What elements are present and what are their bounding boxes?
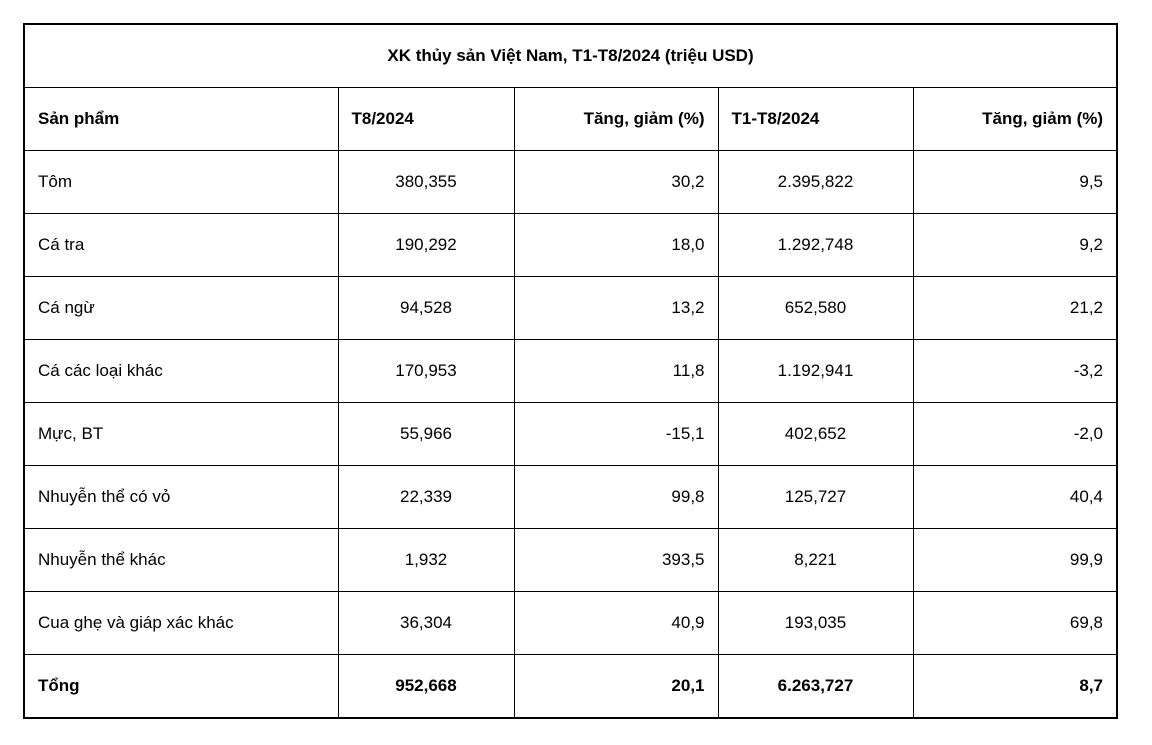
column-header-change-month: Tăng, giảm (%): [513, 87, 719, 151]
cell-month-value: 170,953: [337, 339, 515, 403]
seafood-export-table: XK thủy sản Việt Nam, T1-T8/2024 (triệu …: [23, 23, 1119, 719]
cell-cumulative-value: 1.292,748: [717, 213, 914, 277]
table-title: XK thủy sản Việt Nam, T1-T8/2024 (triệu …: [23, 23, 1118, 88]
table-row-ca-cac-loai-khac: Cá các loại khác 170,953 11,8 1.192,941 …: [23, 339, 1118, 403]
cell-cumulative-value: 2.395,822: [717, 150, 914, 214]
cell-product: Tôm: [23, 150, 339, 214]
cell-cumulative-value: 652,580: [717, 276, 914, 340]
cell-month-value: 380,355: [337, 150, 515, 214]
cell-month-change: 99,8: [513, 465, 719, 529]
cell-cumulative-value: 1.192,941: [717, 339, 914, 403]
cell-month-change: 393,5: [513, 528, 719, 592]
column-header-t8-2024: T8/2024: [337, 87, 515, 151]
total-cumulative-value: 6.263,727: [717, 654, 914, 719]
total-cumulative-change: 8,7: [912, 654, 1118, 719]
cell-month-value: 94,528: [337, 276, 515, 340]
cell-cumulative-value: 8,221: [717, 528, 914, 592]
table-row-ca-tra: Cá tra 190,292 18,0 1.292,748 9,2: [23, 213, 1118, 277]
table-row-nhuyen-the-co-vo: Nhuyễn thể có vỏ 22,339 99,8 125,727 40,…: [23, 465, 1118, 529]
cell-cumulative-value: 193,035: [717, 591, 914, 655]
cell-cumulative-change: -2,0: [912, 402, 1118, 466]
cell-month-value: 22,339: [337, 465, 515, 529]
cell-cumulative-change: 99,9: [912, 528, 1118, 592]
total-month-change: 20,1: [513, 654, 719, 719]
cell-product: Mực, BT: [23, 402, 339, 466]
table-total-row: Tổng 952,668 20,1 6.263,727 8,7: [23, 654, 1118, 719]
cell-cumulative-change: -3,2: [912, 339, 1118, 403]
cell-month-change: 40,9: [513, 591, 719, 655]
cell-product: Cua ghẹ và giáp xác khác: [23, 591, 339, 655]
cell-cumulative-change: 69,8: [912, 591, 1118, 655]
cell-cumulative-change: 9,5: [912, 150, 1118, 214]
cell-month-value: 1,932: [337, 528, 515, 592]
cell-product: Cá tra: [23, 213, 339, 277]
cell-month-value: 190,292: [337, 213, 515, 277]
cell-cumulative-change: 40,4: [912, 465, 1118, 529]
total-month-value: 952,668: [337, 654, 515, 719]
table-row-nhuyen-the-khac: Nhuyễn thể khác 1,932 393,5 8,221 99,9: [23, 528, 1118, 592]
cell-month-change: 18,0: [513, 213, 719, 277]
column-header-change-cumulative: Tăng, giảm (%): [912, 87, 1118, 151]
table-row-muc-bt: Mực, BT 55,966 -15,1 402,652 -2,0: [23, 402, 1118, 466]
cell-cumulative-change: 9,2: [912, 213, 1118, 277]
column-header-product: Sản phẩm: [23, 87, 339, 151]
table-row-ca-ngu: Cá ngừ 94,528 13,2 652,580 21,2: [23, 276, 1118, 340]
cell-month-change: 30,2: [513, 150, 719, 214]
cell-month-change: 13,2: [513, 276, 719, 340]
cell-month-value: 55,966: [337, 402, 515, 466]
cell-cumulative-value: 402,652: [717, 402, 914, 466]
table-title-row: XK thủy sản Việt Nam, T1-T8/2024 (triệu …: [23, 23, 1118, 88]
cell-month-change: 11,8: [513, 339, 719, 403]
cell-cumulative-change: 21,2: [912, 276, 1118, 340]
cell-month-value: 36,304: [337, 591, 515, 655]
column-header-t1-t8-2024: T1-T8/2024: [717, 87, 914, 151]
table-row-cua-ghe: Cua ghẹ và giáp xác khác 36,304 40,9 193…: [23, 591, 1118, 655]
cell-product: Cá ngừ: [23, 276, 339, 340]
cell-product: Nhuyễn thể khác: [23, 528, 339, 592]
table-row-tom: Tôm 380,355 30,2 2.395,822 9,5: [23, 150, 1118, 214]
total-label: Tổng: [23, 654, 339, 719]
cell-product: Nhuyễn thể có vỏ: [23, 465, 339, 529]
table-header-row: Sản phẩm T8/2024 Tăng, giảm (%) T1-T8/20…: [23, 87, 1118, 151]
cell-month-change: -15,1: [513, 402, 719, 466]
cell-cumulative-value: 125,727: [717, 465, 914, 529]
cell-product: Cá các loại khác: [23, 339, 339, 403]
